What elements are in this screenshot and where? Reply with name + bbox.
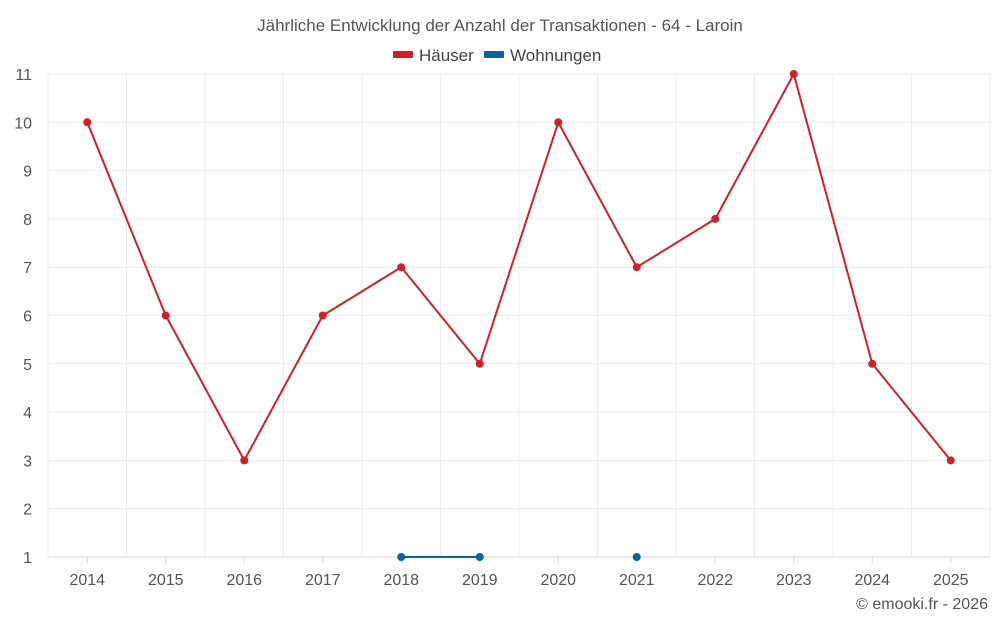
legend: Häuser Wohnungen	[393, 46, 601, 65]
credit-label: © emooki.fr - 2026	[856, 596, 988, 613]
y-tick-label: 4	[23, 405, 32, 422]
series-wohnungen	[397, 553, 641, 561]
x-tick-label: 2019	[462, 572, 498, 589]
axes: 1 2 3 4 5 6 7 8 9 10 11 2014 2015 2016 2017 2018 2019 202…	[14, 67, 990, 589]
data-point-haeuser[interactable]	[632, 263, 641, 272]
data-point-haeuser[interactable]	[554, 118, 563, 127]
legend-label-haeuser[interactable]: Häuser	[419, 46, 474, 65]
data-point-wohnungen[interactable]	[397, 553, 406, 561]
y-tick-label: 9	[23, 164, 32, 181]
y-tick-label: 2	[23, 502, 32, 519]
x-tick-label: 2015	[148, 572, 184, 589]
x-tick-label: 2017	[305, 572, 341, 589]
y-tick-label: 10	[14, 115, 32, 132]
x-tick-label: 2022	[697, 572, 733, 589]
series-line-haeuser	[86, 73, 952, 462]
x-tick-label: 2024	[854, 572, 890, 589]
data-point-haeuser[interactable]	[711, 214, 720, 223]
data-point-haeuser[interactable]	[397, 263, 406, 272]
x-tick-label: 2014	[69, 572, 105, 589]
x-tick-label: 2020	[540, 572, 576, 589]
data-point-haeuser[interactable]	[868, 359, 877, 368]
legend-swatch-haeuser	[393, 51, 413, 58]
grid	[47, 73, 991, 557]
x-tick-label: 2016	[226, 572, 262, 589]
y-tick-label: 1	[23, 550, 32, 567]
y-tick-label: 5	[23, 357, 32, 374]
data-point-haeuser[interactable]	[475, 359, 484, 368]
data-point-haeuser[interactable]	[789, 70, 798, 78]
y-tick-label: 3	[23, 453, 32, 470]
series	[83, 70, 955, 561]
x-tick-label: 2025	[933, 572, 969, 589]
data-point-haeuser[interactable]	[83, 118, 92, 127]
data-point-haeuser[interactable]	[240, 456, 249, 465]
x-tick-label: 2023	[776, 572, 812, 589]
x-tick-label: 2021	[619, 572, 655, 589]
x-tick-label: 2018	[383, 572, 419, 589]
data-point-haeuser[interactable]	[161, 311, 170, 320]
data-point-haeuser[interactable]	[318, 311, 327, 320]
y-tick-label: 11	[15, 67, 32, 84]
data-point-wohnungen[interactable]	[632, 553, 641, 561]
legend-swatch-wohnungen	[484, 51, 504, 58]
chart-title: Jährliche Entwicklung der Anzahl der Tra…	[257, 16, 743, 35]
series-haeuser	[83, 70, 955, 465]
data-point-haeuser[interactable]	[946, 456, 955, 465]
y-tick-label: 6	[23, 309, 32, 326]
data-point-wohnungen[interactable]	[475, 553, 484, 561]
y-tick-label: 7	[23, 260, 32, 277]
legend-label-wohnungen[interactable]: Wohnungen	[510, 46, 601, 65]
y-tick-label: 8	[23, 212, 32, 229]
